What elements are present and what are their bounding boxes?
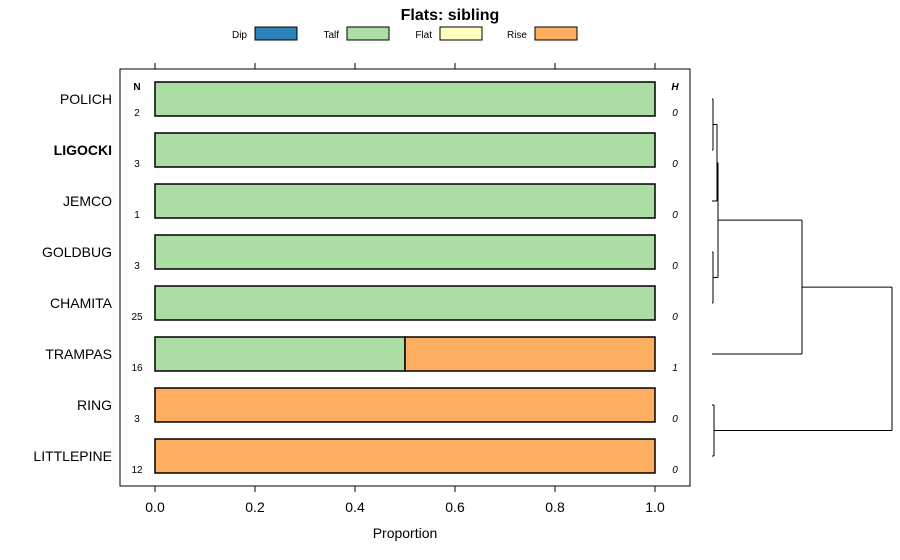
n-value-goldbug: 3 <box>134 261 140 272</box>
bar-trampas-talf <box>154 336 406 372</box>
legend-label-rise: Rise <box>507 30 527 41</box>
h-value-ring: 0 <box>672 414 678 425</box>
legend: Dip Talf Flat Rise <box>232 26 578 41</box>
category-labels: POLICH LIGOCKI JEMCO GOLDBUG CHAMITA TRAMPAS R… <box>33 91 112 464</box>
h-header: H <box>671 82 679 93</box>
n-value-polich: 2 <box>134 108 140 119</box>
n-value-chamita: 25 <box>131 312 143 323</box>
category-label-ligocki: LIGOCKI <box>54 142 112 158</box>
h-value-trampas: 1 <box>672 363 678 374</box>
h-value-jemco: 0 <box>672 210 678 221</box>
legend-swatch-dip <box>254 26 298 41</box>
legend-swatch-talf <box>346 26 390 41</box>
x-axis-label: Proportion <box>373 525 438 541</box>
x-tick-label-0: 0.0 <box>145 499 165 515</box>
h-labels: 0 0 0 0 0 1 0 0 <box>672 108 678 476</box>
x-tick-label-5: 1.0 <box>645 499 665 515</box>
bar-ring-rise <box>154 387 656 423</box>
h-value-littlepine: 0 <box>672 465 678 476</box>
h-value-goldbug: 0 <box>672 261 678 272</box>
h-value-ligocki: 0 <box>672 159 678 170</box>
bar-trampas-rise <box>404 336 656 372</box>
x-tick-label-1: 0.2 <box>245 499 265 515</box>
h-value-polich: 0 <box>672 108 678 119</box>
legend-label-talf: Talf <box>323 30 339 41</box>
x-tick-label-3: 0.6 <box>445 499 465 515</box>
legend-swatch-rise <box>534 26 578 41</box>
chart-title: Flats: sibling <box>401 7 500 24</box>
category-label-polich: POLICH <box>60 91 112 107</box>
n-value-ligocki: 3 <box>134 159 140 170</box>
x-tick-label-4: 0.8 <box>545 499 565 515</box>
n-value-ring: 3 <box>134 414 140 425</box>
bar-polich-talf <box>154 81 656 117</box>
category-label-goldbug: GOLDBUG <box>42 244 112 260</box>
category-label-littlepine: LITTLEPINE <box>33 448 112 464</box>
x-axis: 0.0 0.2 0.4 0.6 0.8 1.0 <box>145 63 665 515</box>
legend-label-flat: Flat <box>415 30 432 41</box>
dendrogram <box>712 98 893 457</box>
bars-group <box>154 81 656 474</box>
category-label-ring: RING <box>77 397 112 413</box>
n-value-littlepine: 12 <box>131 465 143 476</box>
n-header: N <box>133 82 140 93</box>
bar-chamita-talf <box>154 285 656 321</box>
n-labels: 2 3 1 3 25 16 3 12 <box>131 108 143 476</box>
n-value-jemco: 1 <box>134 210 140 221</box>
bar-goldbug-talf <box>154 234 656 270</box>
bar-jemco-talf <box>154 183 656 219</box>
legend-swatch-flat <box>439 26 483 41</box>
h-value-chamita: 0 <box>672 312 678 323</box>
plot-frame <box>119 68 691 487</box>
bar-littlepine-rise <box>154 438 656 474</box>
x-tick-label-2: 0.4 <box>345 499 365 515</box>
legend-label-dip: Dip <box>232 30 247 41</box>
n-value-trampas: 16 <box>131 363 143 374</box>
category-label-trampas: TRAMPAS <box>45 346 112 362</box>
bar-ligocki-talf <box>154 132 656 168</box>
category-label-chamita: CHAMITA <box>50 295 113 311</box>
category-label-jemco: JEMCO <box>63 193 112 209</box>
